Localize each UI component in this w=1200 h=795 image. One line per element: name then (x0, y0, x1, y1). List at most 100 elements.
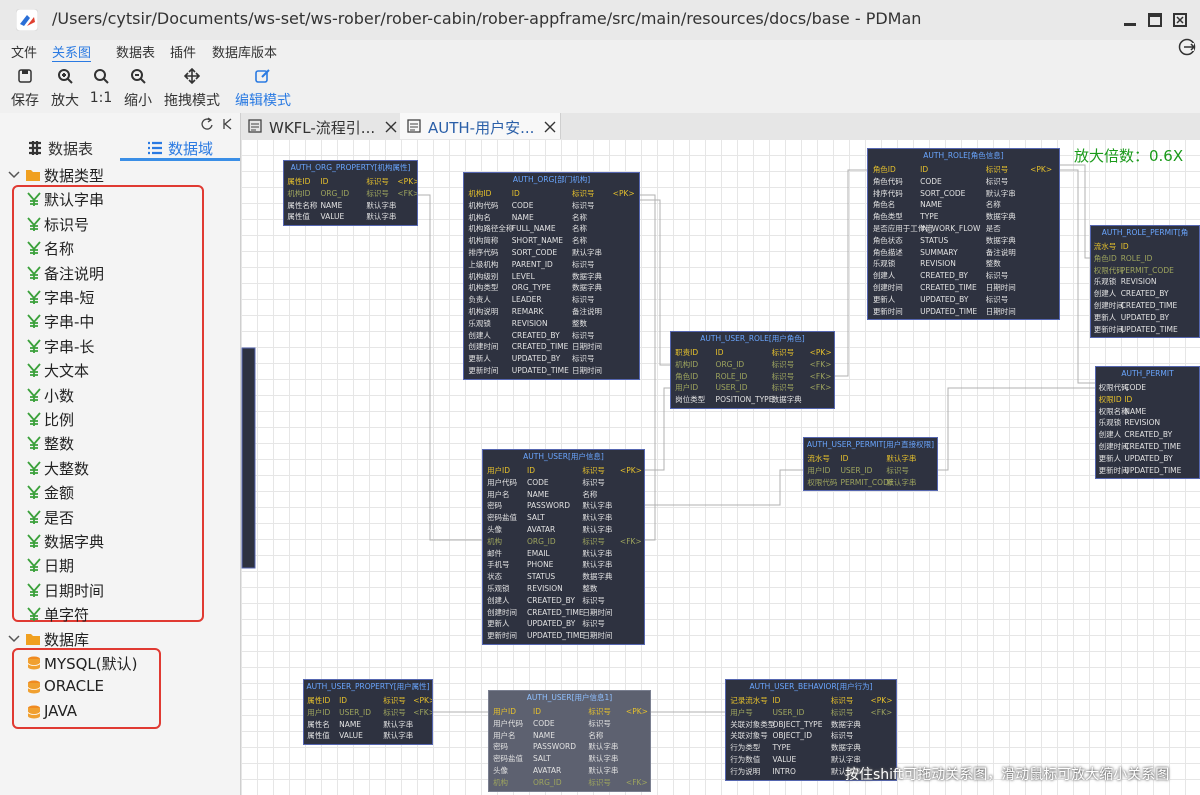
entity-table[interactable]: AUTH_ORG[部门机构] 机构ID ID 标识号 <PK> 机构代码 CODE 标识号 机构… (463, 172, 640, 380)
domain-icon (27, 314, 41, 329)
field-cell: 标识号 (571, 354, 595, 364)
tab-title[interactable]: WKFL-流程引... (269, 119, 376, 137)
domain-item[interactable]: 单字符 (44, 606, 90, 625)
field-cell: ID (527, 466, 535, 475)
field-cell: VALUE (320, 212, 345, 222)
field-cell: ROLE_ID (715, 371, 748, 381)
window-controls[interactable] (1122, 12, 1192, 28)
field-cell: 用户ID (487, 466, 511, 475)
field-cell: 密码盐值 (487, 513, 518, 523)
entity-table[interactable]: AUTH_ORG_PROPERTY[机构属性] 属性ID ID 标识号 <PK> 机构ID… (283, 160, 418, 227)
domain-item[interactable]: 备注说明 (44, 264, 105, 283)
entity-table[interactable]: AUTH_PERMIT 权限代码 CODE 权限ID ID 权限名称 NAME 乐观锁 REVI… (1095, 366, 1200, 480)
domain-item[interactable]: 是否 (44, 508, 75, 527)
tab-title[interactable]: AUTH-用户安... (428, 119, 535, 137)
entity-table[interactable]: AUTH_USER[用户信息] 用户ID ID 标识号 <PK> 用户代码 CODE 标识号用… (482, 449, 645, 645)
field-cell: 更新时间 (1093, 324, 1124, 334)
sidebar-actions[interactable] (198, 116, 236, 132)
entity-table[interactable]: AUTH_USER_ROLE[用户角色] 职责ID ID 标识号 <PK> 机构ID ORG… (670, 331, 835, 409)
tool-label[interactable]: 拖拽模式 (164, 93, 220, 109)
tool-label[interactable]: 保存 (11, 93, 39, 109)
field-cell: 默认字串 (582, 548, 613, 558)
diagram-canvas[interactable]: AUTH_ORG_PROPERTY[机构属性] 属性ID ID 标识号 <PK> 机构ID… (241, 139, 1200, 795)
tool-label[interactable]: 放大 (51, 93, 79, 109)
editor-tab-bar: WKFL-流程引... AUTH-用户安... (241, 113, 1200, 140)
field-cell: 日期时间 (985, 283, 1016, 292)
entity-table[interactable]: AUTH_ROLE_PERMIT[角 流水号 ID 角色ID ROLE_ID 权限代码 PE… (1090, 225, 1200, 339)
field-cell: 默认字串 (383, 731, 414, 741)
field-cell: 默认字串 (571, 248, 602, 257)
menu-item[interactable]: 文件 (11, 46, 38, 61)
field-cell: CREATED_BY (511, 330, 560, 340)
field-cell: 标识号 (571, 330, 595, 340)
field-cell: REVISION (511, 318, 548, 328)
field-cell: 头像 (493, 766, 509, 775)
menu-item[interactable]: 插件 (170, 46, 197, 61)
entity-row: 创建时间 CREATED_TIME (1091, 300, 1199, 312)
field-cell: CREATED_TIME (1120, 301, 1178, 310)
domain-item[interactable]: 字串-短 (44, 289, 95, 307)
menu-item[interactable]: 数据库版本 (212, 46, 278, 61)
sidebar-tab[interactable]: 数据表 (48, 140, 94, 158)
field-cell: OBJECT_ID (772, 731, 812, 741)
domain-item[interactable]: 字串-长 (44, 337, 95, 356)
entity-row: 流水号 ID 默认字串 (804, 453, 937, 465)
tool-icon (18, 69, 32, 83)
entity-row: 角色名 NAME 名称 (868, 199, 1059, 211)
field-cell: 标识号 (582, 466, 605, 475)
field-cell: 角色状态 (872, 235, 903, 245)
domain-item[interactable]: 标识号 (44, 215, 90, 234)
editor-tab[interactable]: WKFL-流程引... (241, 113, 402, 139)
entity-table[interactable]: AUTH_USER[用户信息1] 用户ID ID 标识号 <PK> 用户代码 CODE 标识号… (488, 690, 651, 792)
field-cell: 邮件 (487, 548, 503, 558)
domain-item[interactable]: 名称 (44, 240, 75, 259)
entity-table[interactable]: AUTH_USER_PROPERTY[用户属性] 属性ID ID 标识号 <PK> 用户I… (303, 679, 433, 746)
field-cell: 乐观锁 (1093, 277, 1117, 287)
field-cell: ORG_TYPE (511, 283, 551, 293)
field-cell: 属性名称 (287, 200, 318, 210)
tool-label[interactable]: 编辑模式 (235, 93, 291, 109)
menu-item[interactable]: 关系图 (52, 42, 92, 63)
field-cell: 权限名称 (1098, 406, 1129, 416)
entity-table[interactable]: AUTH_USER_BEHAVIOR[用户行为] 记录流水号 ID 标识号 <PK> 用户… (725, 679, 897, 781)
domain-item[interactable]: 小数 (44, 386, 75, 405)
domain-item[interactable]: 比例 (44, 411, 75, 429)
field-cell: 创建时间 (1098, 442, 1129, 451)
tool-label[interactable]: 缩小 (124, 93, 152, 109)
tree-group[interactable]: 数据类型 (44, 167, 105, 185)
field-cell: 默认字串 (985, 188, 1016, 198)
entity-row: 创建人 CREATED_BY 标识号 (483, 595, 644, 607)
entity-row: 乐观锁 REVISION 整数 (868, 258, 1059, 270)
exit-icon[interactable] (1177, 37, 1197, 57)
field-cell: 角色ID (872, 165, 896, 174)
entity-table[interactable]: AUTH_ROLE[角色信息] 角色ID ID 标识号 <PK> 角色代码 CODE 标识号排… (867, 148, 1060, 321)
entity-row: 排序代码 SORT_CODE 默认字串 (464, 247, 639, 259)
sidebar-tab[interactable]: 数据域 (168, 140, 214, 158)
domain-item[interactable]: 日期 (44, 557, 75, 576)
database-item[interactable]: ORACLE (44, 677, 104, 696)
tab-icon (148, 141, 162, 155)
entity-row: 密码 PASSWORD 默认字串 (489, 741, 650, 753)
domain-icon (27, 485, 41, 500)
domain-item[interactable]: 字串-中 (44, 313, 95, 332)
tool-label[interactable]: 1:1 (89, 90, 113, 106)
field-cell: FULL_NAME (511, 224, 556, 234)
domain-item[interactable]: 金额 (44, 484, 75, 503)
domain-item[interactable]: 大整数 (44, 459, 90, 478)
field-cell: 数据字典 (571, 271, 602, 281)
domain-item[interactable]: 默认字串 (44, 191, 105, 210)
domain-item[interactable]: 日期时间 (44, 581, 105, 600)
domain-item[interactable]: 整数 (44, 435, 75, 454)
editor-tab[interactable]: AUTH-用户安... (400, 113, 561, 139)
database-item[interactable]: MYSQL(默认) (44, 655, 138, 673)
domain-item[interactable]: 大文本 (44, 362, 90, 381)
entity-row: 更新人 UPDATED_BY (1096, 453, 1199, 465)
field-cell: CREATED_TIME (1124, 442, 1181, 451)
entity-row: 角色状态 STATUS 数据字典 (868, 235, 1059, 247)
field-cell: CREATED_TIME (920, 283, 977, 292)
tree-group[interactable]: 数据库 (44, 630, 90, 649)
domain-item[interactable]: 数据字典 (44, 533, 105, 551)
menu-item[interactable]: 数据表 (116, 46, 156, 61)
entity-table[interactable]: AUTH_USER_PERMIT[用户直接权限] 流水号 ID 默认字串 用户ID USE… (803, 437, 938, 492)
database-item[interactable]: JAVA (44, 701, 78, 720)
